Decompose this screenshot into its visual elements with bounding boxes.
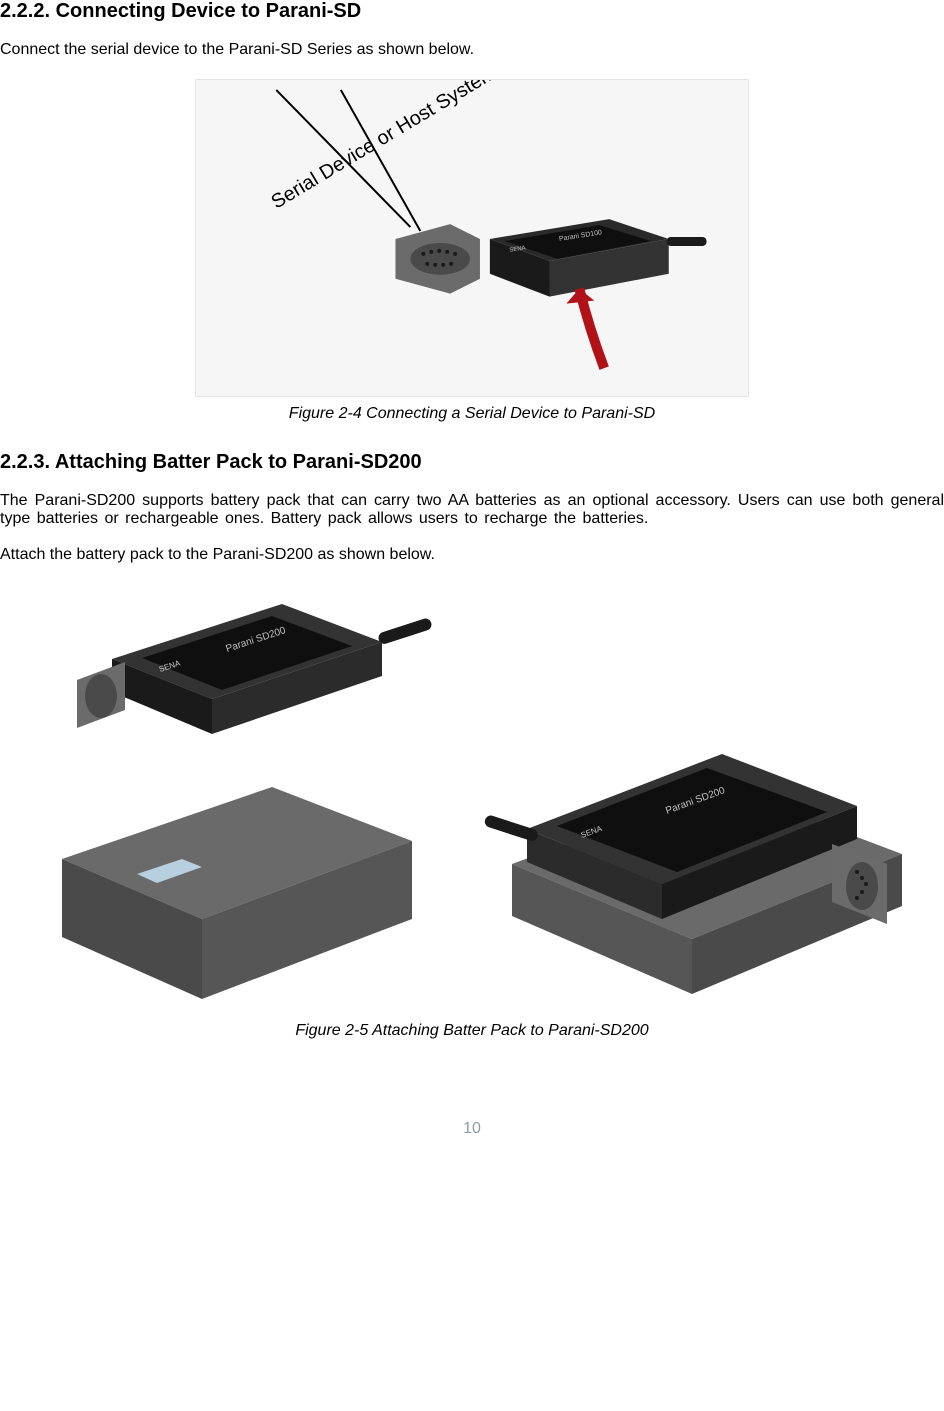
figure-2-4-svg: Serial Device or Host System xyxy=(196,80,748,396)
figure-2-5-image: Parani SD200 SENA xyxy=(2,584,942,1014)
figure-2-4-container: Serial Device or Host System xyxy=(0,79,944,423)
figure-2-5-caption: Figure 2-5 Attaching Batter Pack to Para… xyxy=(295,1022,648,1040)
figure-2-4-image: Serial Device or Host System xyxy=(195,79,749,397)
section-heading-223: 2.2.3. Attaching Batter Pack to Parani-S… xyxy=(0,451,944,474)
figure-2-5-container: Parani SD200 SENA xyxy=(0,584,944,1040)
page-number: 10 xyxy=(0,1120,944,1138)
figure-2-4-caption: Figure 2-4 Connecting a Serial Device to… xyxy=(289,405,655,423)
section-heading-222: 2.2.2. Connecting Device to Parani-SD xyxy=(0,0,944,23)
section2-para1: The Parani-SD200 supports battery pack t… xyxy=(0,492,944,528)
figure-2-5-svg: Parani SD200 SENA xyxy=(2,584,942,1014)
section1-intro: Connect the serial device to the Parani-… xyxy=(0,41,944,59)
section2-para2: Attach the battery pack to the Parani-SD… xyxy=(0,546,944,564)
